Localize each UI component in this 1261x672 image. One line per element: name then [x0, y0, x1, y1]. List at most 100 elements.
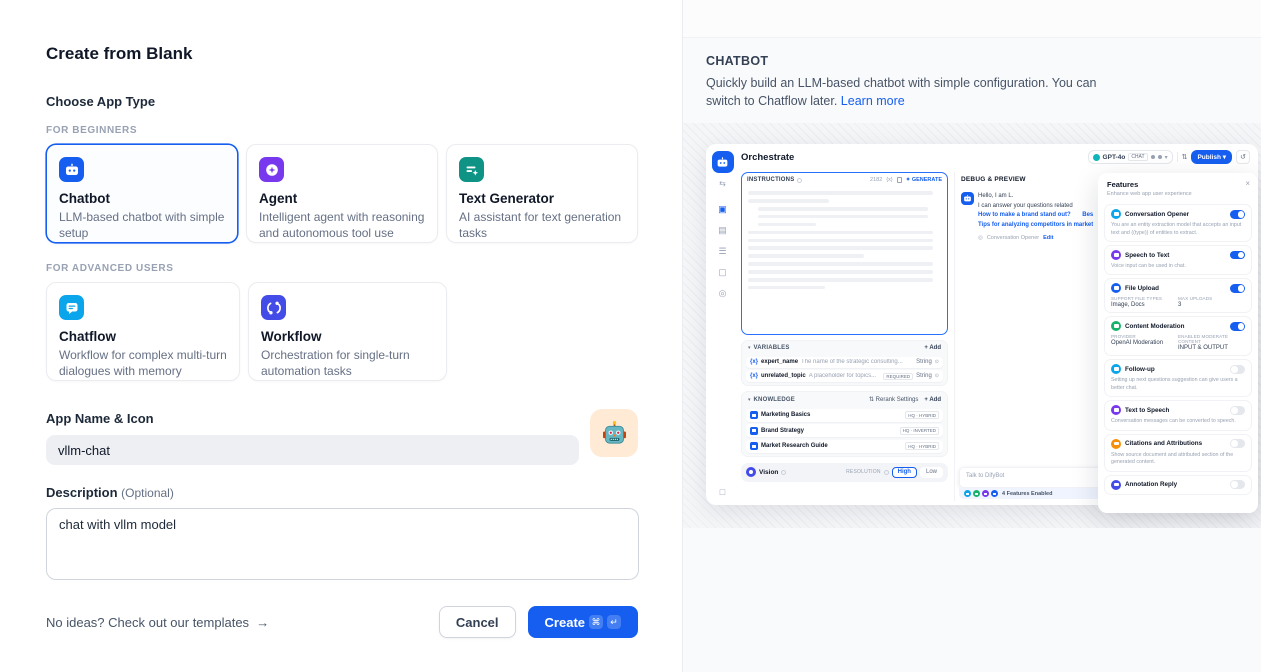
mic-icon [1150, 155, 1155, 160]
app-type-card-workflow[interactable]: Workflow Orchestration for single-turn a… [248, 282, 447, 381]
instructions-panel: INSTRUCTIONS 2182 {x} ✦ GENERATE [741, 172, 948, 336]
feature-content-moderation: Content Moderation PROVIDER OpenAI Modera… [1104, 316, 1252, 357]
app-type-card-chatbot[interactable]: Chatbot LLM-based chatbot with simple se… [46, 144, 238, 243]
logs-nav-icon: ☰ [718, 246, 727, 257]
toggle-off [1230, 480, 1245, 489]
annotation-reply-icon [1111, 479, 1121, 490]
required-chip: REQUIRED [883, 372, 914, 380]
vision-row: Vision RESOLUTION High Low [741, 462, 948, 482]
toggle-off [1230, 439, 1245, 448]
section-for-advanced-users: FOR ADVANCED USERS [46, 263, 174, 274]
text-generator-icon [459, 157, 484, 182]
rerank-settings-button: ⇅ Rerank Settings [868, 397, 919, 404]
knowledge-panel: ▾ KNOWLEDGE ⇅ Rerank Settings + Add [741, 391, 948, 457]
expand-icon: □ [719, 487, 726, 498]
knowledge-row: Market Research Guide HQ · HYBRID [746, 439, 943, 453]
learn-more-link[interactable]: Learn more [840, 94, 905, 109]
card-description: AI assistant for text generation tasks [459, 210, 622, 241]
content-moderation-icon [1111, 321, 1121, 332]
visibility-icon: ⊙ [934, 359, 939, 366]
card-description: Orchestration for single-turn automation… [261, 348, 410, 379]
mini-sidebar: ⇆ ▣ ▤ ☰ ▢ ◎ □ [706, 144, 739, 505]
knowledge-row: Brand Strategy HQ · INVERTED [746, 424, 943, 438]
suggestion-link: Tips for analyzing competitors in market [978, 222, 1094, 229]
variable-row: {x} unrelated_topic A placeholder for to… [746, 370, 943, 383]
card-title: Text Generator [459, 191, 555, 206]
close-icon: × [1245, 179, 1250, 189]
create-from-blank-panel: Create from Blank Choose App Type FOR BE… [46, 0, 683, 672]
orchestrate-nav-icon: ▣ [718, 204, 727, 215]
mini-topbar: Orchestrate GPT-4o CHAT ▾ ⇅ [739, 144, 1258, 170]
text-to-speech-icon [1111, 405, 1121, 416]
app-name-group: App Name & Icon [46, 409, 638, 465]
description-textarea[interactable]: chat with vllm model [46, 508, 639, 580]
toggle-on [1230, 250, 1245, 260]
choose-app-type-label: Choose App Type [46, 94, 156, 109]
moderation-feature-icon [973, 490, 980, 498]
add-variable-button: + Add [924, 345, 941, 352]
app-type-card-agent[interactable]: Agent Intelligent agent with reasoning a… [246, 144, 438, 243]
suggestion-link: Bes [1082, 212, 1094, 219]
speech-to-text-icon [1111, 250, 1121, 261]
app-type-card-text-generator[interactable]: Text Generator AI assistant for text gen… [446, 144, 638, 243]
follow-up-icon [1111, 364, 1121, 375]
speech-feature-icon [982, 490, 989, 498]
file-upload-icon [1111, 283, 1121, 294]
app-type-preview-panel: CHATBOT Quickly build an LLM-based chatb… [683, 0, 1261, 672]
card-description: LLM-based chatbot with simple setup [59, 210, 225, 241]
preview-description: Quickly build an LLM-based chatbot with … [706, 76, 1097, 109]
preview-topstrip [683, 0, 1261, 38]
toggle-on [1230, 284, 1245, 293]
chat-mode-chip: CHAT [1128, 153, 1148, 162]
card-description: Intelligent agent with reasoning and aut… [259, 210, 425, 241]
conversation-opener-icon [1111, 209, 1121, 220]
vision-icon [746, 467, 756, 478]
app-type-card-chatflow[interactable]: Chatflow Workflow for complex multi-turn… [46, 282, 240, 381]
description-group: Description (Optional) chat with vllm mo… [46, 485, 639, 580]
bot-message: Hello, I am L. I can answer your questio… [961, 192, 1252, 242]
feature-speech-to-text: Speech to Text Voice input can be used i… [1104, 245, 1252, 276]
card-title: Workflow [261, 329, 322, 344]
variables-icon: {x} [886, 177, 893, 184]
robot-emoji-icon [602, 420, 626, 444]
app-name-input[interactable] [46, 435, 579, 465]
monitor-nav-icon: ◎ [718, 288, 727, 299]
section-for-beginners: FOR BEGINNERS [46, 125, 138, 136]
mini-title: Orchestrate [741, 151, 795, 163]
knowledge-row: Marketing Basics HQ · HYBRID [746, 408, 943, 422]
opener-feature-icon [964, 490, 971, 498]
feature-text-to-speech: Text to Speech Conversation messages can… [1104, 400, 1252, 431]
toggle-off [1230, 365, 1245, 374]
feature-file-upload: File Upload SUPPORT FILE TYPES Image, Doc… [1104, 278, 1252, 314]
annotation-nav-icon: ▢ [718, 267, 727, 278]
variables-panel: ▾ VARIABLES + Add {x} expert_name The na… [741, 340, 948, 387]
create-button[interactable]: Create ⌘ ↵ [527, 606, 638, 638]
info-icon [797, 177, 803, 183]
upload-feature-icon [991, 490, 998, 498]
model-provider-icon [1092, 153, 1100, 161]
feature-citations: Citations and Attributions Show source d… [1104, 433, 1252, 472]
add-knowledge-button: + Add [924, 396, 941, 403]
cancel-button[interactable]: Cancel [438, 606, 516, 638]
app-icon-picker[interactable] [590, 409, 638, 457]
templates-link[interactable]: No ideas? Check out our templates → [46, 614, 270, 630]
edit-opener-link: Edit [1043, 234, 1054, 241]
debug-preview-label: DEBUG & PREVIEW [961, 176, 1026, 184]
dataset-icon [750, 426, 758, 435]
arrow-right-icon: → [256, 614, 270, 630]
bot-avatar-icon [961, 192, 974, 206]
variable-row: {x} expert_name The name of the strategi… [746, 356, 943, 368]
chatflow-icon [59, 295, 84, 320]
toggle-off [1230, 406, 1245, 415]
modal-footer: No ideas? Check out our templates → Canc… [46, 606, 638, 638]
model-selector: GPT-4o CHAT ▾ [1087, 150, 1173, 165]
variables-label: VARIABLES [753, 345, 790, 352]
preview-screenshot-area: ⇆ ▣ ▤ ☰ ▢ ◎ □ Orchestrate [683, 123, 1261, 529]
opener-icon: ◎ [978, 234, 983, 241]
feature-conversation-opener: Conversation Opener You are an entity ex… [1104, 204, 1252, 243]
features-panel: Features Enhance web app user experience… [1098, 173, 1258, 514]
advanced-cards-row: Chatflow Workflow for complex multi-turn… [46, 282, 638, 381]
copy-icon [896, 177, 902, 184]
info-icon [781, 469, 787, 475]
